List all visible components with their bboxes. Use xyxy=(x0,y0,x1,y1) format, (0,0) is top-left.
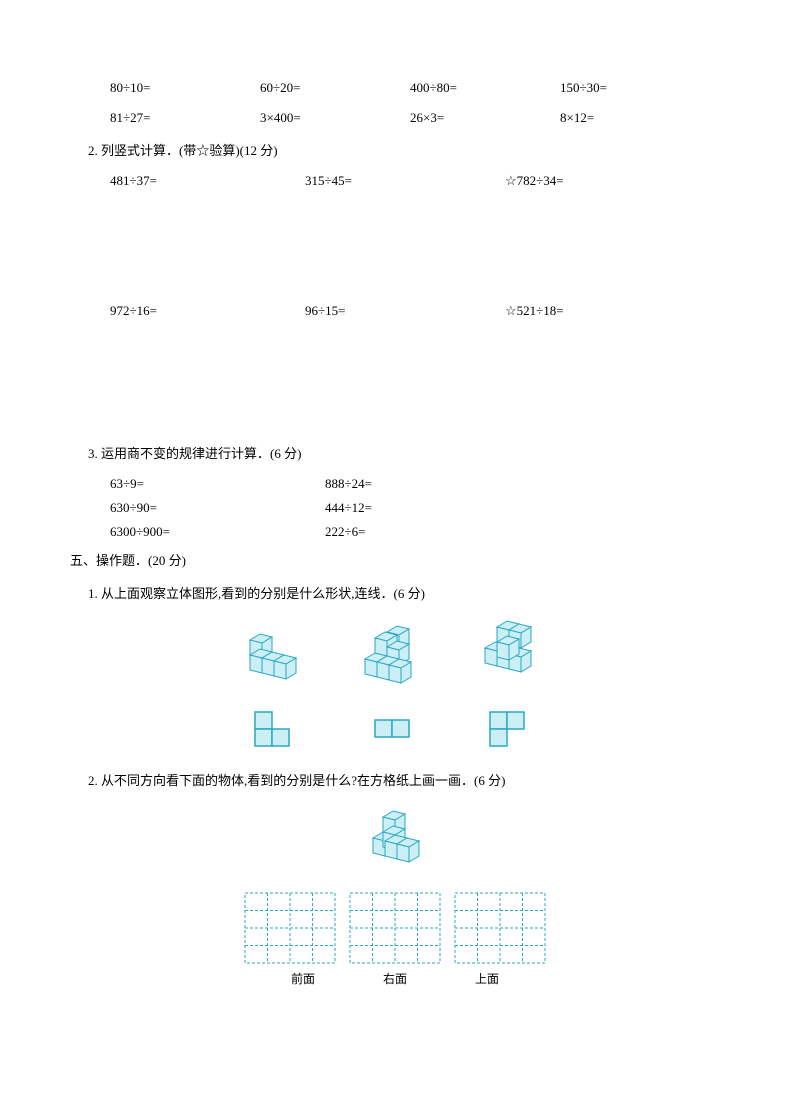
cube-row xyxy=(70,616,720,692)
cell: 150÷30= xyxy=(560,80,710,96)
sec5-q1: 1. 从上面观察立体图形,看到的分别是什么形状,连线．(6 分) xyxy=(70,583,720,602)
cell: 96÷15= xyxy=(305,303,505,319)
arith-row-2: 81÷27= 3×400= 26×3= 8×12= xyxy=(70,110,720,126)
q2-title: 2. 列竖式计算．(带☆验算)(12 分) xyxy=(70,140,720,159)
cell: 60÷20= xyxy=(260,80,410,96)
grid-top xyxy=(453,891,548,966)
section5-title: 五、操作题．(20 分) xyxy=(70,550,720,569)
q3-row-3: 6300÷900= 222÷6= xyxy=(70,524,720,540)
cell: 81÷27= xyxy=(110,110,260,126)
cell: 972÷16= xyxy=(110,303,305,319)
cell: 481÷37= xyxy=(110,173,305,189)
grid-right xyxy=(348,891,443,966)
q3-title: 3. 运用商不变的规律进行计算．(6 分) xyxy=(70,443,720,462)
cell: 630÷90= xyxy=(110,500,325,516)
label-right: 右面 xyxy=(383,970,407,987)
label-front: 前面 xyxy=(291,970,315,987)
arith-row-1: 80÷10= 60÷20= 400÷80= 150÷30= xyxy=(70,80,720,96)
cell: 6300÷900= xyxy=(110,524,325,540)
cell: 63÷9= xyxy=(110,476,325,492)
grid-front xyxy=(243,891,338,966)
q2-row-1: 481÷37= 315÷45= ☆782÷34= xyxy=(70,173,720,189)
cell: 26×3= xyxy=(410,110,560,126)
cell: 8×12= xyxy=(560,110,710,126)
cell: 315÷45= xyxy=(305,173,505,189)
cell: ☆521÷18= xyxy=(505,303,655,319)
q3-row-2: 630÷90= 444÷12= xyxy=(70,500,720,516)
sec5-q2: 2. 从不同方向看下面的物体,看到的分别是什么?在方格纸上画一画．(6 分) xyxy=(70,770,720,789)
cell: 400÷80= xyxy=(410,80,560,96)
cell: 888÷24= xyxy=(325,476,525,492)
q3-row-1: 63÷9= 888÷24= xyxy=(70,476,720,492)
cell: 222÷6= xyxy=(325,524,525,540)
cell: 444÷12= xyxy=(325,500,525,516)
q2-row-2: 972÷16= 96÷15= ☆521÷18= xyxy=(70,303,720,319)
label-top: 上面 xyxy=(475,970,499,987)
cell: 3×400= xyxy=(260,110,410,126)
cell: ☆782÷34= xyxy=(505,173,655,189)
single-cube-figure xyxy=(70,803,720,877)
grid-labels: 前面 右面 上面 xyxy=(70,970,720,987)
grid-row xyxy=(70,891,720,966)
cell: 80÷10= xyxy=(110,80,260,96)
flat-row xyxy=(70,706,720,756)
